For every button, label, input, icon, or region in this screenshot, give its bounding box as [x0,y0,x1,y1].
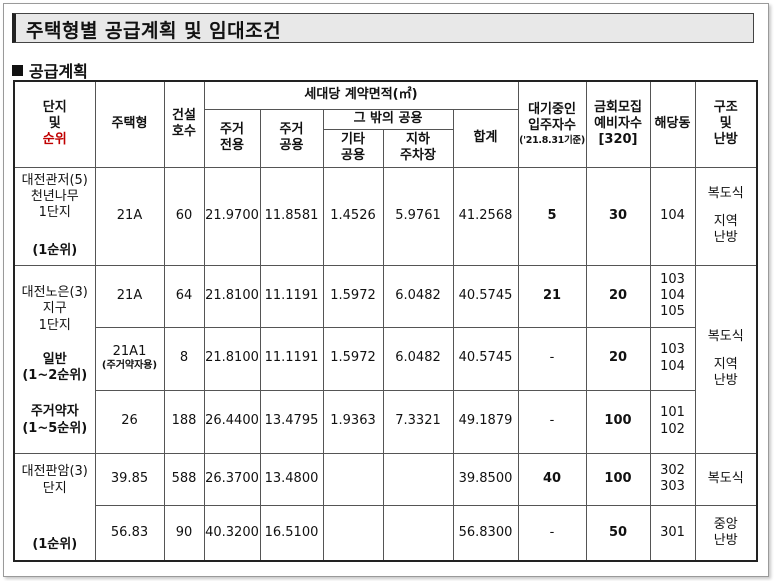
units-cell: 8 [163,326,205,391]
header-waiting: 대기중인 입주자수 ('21.8.31기준) [517,80,587,168]
building-cell: 101 102 [649,389,696,454]
parking-area-cell [382,452,454,506]
type-cell: 26 [94,389,165,454]
table-row: 대전노은(3) 지구 1단지 일반 (1~2순위) 주거약자 (1~5순위) 2… [13,264,758,454]
table-row: 21A1 (주거약자용) 8 21.8100 11.1191 1.5972 6.… [14,326,757,391]
type-cell: 21A [94,264,165,328]
header-units: 건설 호수 [163,80,205,168]
table-row: 대전판암(3) 단지 (1순위) 39.85 588 26.3700 13.48… [13,452,758,562]
reserve-count-cell: 100 [585,452,651,506]
building-cell: 301 [649,504,696,562]
table-row: 26 188 26.4400 13.4795 1.9363 7.3321 49.… [14,389,757,454]
header-etc-common: 기타 공용 [322,128,384,168]
building-cell: 104 [649,166,696,266]
etc-common-cell: 1.5972 [322,326,384,391]
structure-cell: 복도식 지역 난방 [694,166,758,266]
common-area-cell: 16.5100 [259,504,324,562]
reserve-count-cell: 20 [585,326,651,391]
reserve-count-cell: 100 [585,389,651,454]
units-cell: 188 [163,389,205,454]
units-cell: 588 [163,452,205,506]
table-row: 56.83 90 40.3200 16.5100 56.8300 - 50 30… [14,504,758,562]
supply-plan-table: 단지 및 순위 주택형 건설 호수 세대당 계약면적(㎡) 대기중인 입주자수 ('21.… [13,80,758,562]
etc-common-cell [322,452,384,506]
total-area-cell: 39.8500 [452,452,519,506]
parking-area-cell: 7.3321 [382,389,454,454]
type-cell: 21A [94,166,165,266]
total-area-cell: 56.8300 [452,504,519,562]
header-type: 주택형 [94,80,165,168]
structure-cell: 복도식 [694,452,758,506]
exclusive-area-cell: 21.8100 [203,326,261,391]
structure-cell: 복도식 지역 난방 [694,264,758,454]
waiting-count-cell: 5 [517,166,587,266]
common-area-cell: 13.4795 [259,389,324,454]
header-danji: 단지 및 순위 [13,80,96,168]
exclusive-area-cell: 26.3700 [203,452,261,506]
waiting-count-cell: - [517,389,587,454]
parking-area-cell: 6.0482 [382,264,454,328]
complex-cell: 대전관저(5) 천년나무 1단지 (1순위) [13,166,96,266]
units-cell: 90 [163,504,205,562]
parking-area-cell: 5.9761 [382,166,454,266]
building-cell: 103 104 [649,326,696,391]
etc-common-cell [322,504,384,562]
reserve-count-cell: 30 [585,166,651,266]
table-row: 대전관저(5) 천년나무 1단지 (1순위) 21A 60 21.9700 11… [13,166,758,266]
header-common: 주거 공용 [259,108,324,168]
header-area-group: 세대당 계약면적(㎡) [203,80,519,110]
section-heading: 공급계획 [12,58,88,82]
title-bar: 주택형별 공급계획 및 임대조건 [12,13,754,43]
common-area-cell: 11.1191 [259,326,324,391]
exclusive-area-cell: 40.3200 [203,504,261,562]
waiting-count-cell: - [517,326,587,391]
reserve-count-cell: 20 [585,264,651,328]
common-area-cell: 13.4800 [259,452,324,506]
complex-cell: 대전판암(3) 단지 (1순위) [13,452,96,562]
building-cell: 103 104 105 [649,264,696,328]
complex-cell: 대전노은(3) 지구 1단지 일반 (1~2순위) 주거약자 (1~5순위) [13,264,96,454]
waiting-count-cell: 21 [517,264,587,328]
header-reserve: 금회모집 예비자수 [320] [585,80,651,168]
waiting-count-cell: - [517,504,587,562]
exclusive-area-cell: 21.8100 [203,264,261,328]
page-title: 주택형별 공급계획 및 임대조건 [26,20,282,42]
common-area-cell: 11.8581 [259,166,324,266]
header-building: 해당동 [649,80,696,168]
total-area-cell: 41.2568 [452,166,519,266]
type-cell: 21A1 (주거약자용) [94,326,165,391]
etc-common-cell: 1.4526 [322,166,384,266]
total-area-cell: 49.1879 [452,389,519,454]
header-other-group: 그 밖의 공용 [322,108,454,130]
etc-common-cell: 1.5972 [322,264,384,328]
type-cell: 56.83 [94,504,165,562]
header-total: 합계 [452,108,519,168]
exclusive-area-cell: 26.4400 [203,389,261,454]
units-cell: 60 [163,166,205,266]
reserve-count-cell: 50 [585,504,651,562]
header-parking: 지하 주차장 [382,128,454,168]
type-cell: 39.85 [94,452,165,506]
building-cell: 302 303 [649,452,696,506]
section-title: 공급계획 [29,62,88,81]
parking-area-cell [382,504,454,562]
units-cell: 64 [163,264,205,328]
exclusive-area-cell: 21.9700 [203,166,261,266]
header-structure: 구조 및 난방 [694,80,758,168]
header-row: 단지 및 순위 주택형 건설 호수 세대당 계약면적(㎡) 대기중인 입주자수 ('21.… [13,80,758,168]
etc-common-cell: 1.9363 [322,389,384,454]
common-area-cell: 11.1191 [259,264,324,328]
square-bullet-icon [12,65,23,76]
header-exclusive: 주거 전용 [203,108,261,168]
structure-cell: 중앙 난방 [694,504,758,562]
parking-area-cell: 6.0482 [382,326,454,391]
total-area-cell: 40.5745 [452,264,519,328]
total-area-cell: 40.5745 [452,326,519,391]
waiting-count-cell: 40 [517,452,587,506]
